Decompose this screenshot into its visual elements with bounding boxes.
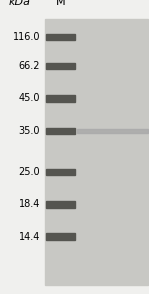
- Bar: [46, 128, 74, 134]
- Text: M: M: [56, 0, 65, 7]
- Text: kDa: kDa: [8, 0, 30, 7]
- Bar: [46, 233, 74, 240]
- Bar: [46, 34, 74, 40]
- Bar: [77, 129, 148, 133]
- Text: 25.0: 25.0: [19, 167, 40, 177]
- Text: 45.0: 45.0: [19, 93, 40, 103]
- Text: 66.2: 66.2: [19, 61, 40, 71]
- Bar: [45, 19, 148, 285]
- Bar: [46, 201, 74, 208]
- Text: 116.0: 116.0: [13, 32, 40, 42]
- Text: 14.4: 14.4: [19, 232, 40, 242]
- Text: 35.0: 35.0: [19, 126, 40, 136]
- Bar: [46, 169, 74, 175]
- Bar: [46, 63, 74, 69]
- Text: 18.4: 18.4: [19, 199, 40, 209]
- Bar: [46, 95, 74, 102]
